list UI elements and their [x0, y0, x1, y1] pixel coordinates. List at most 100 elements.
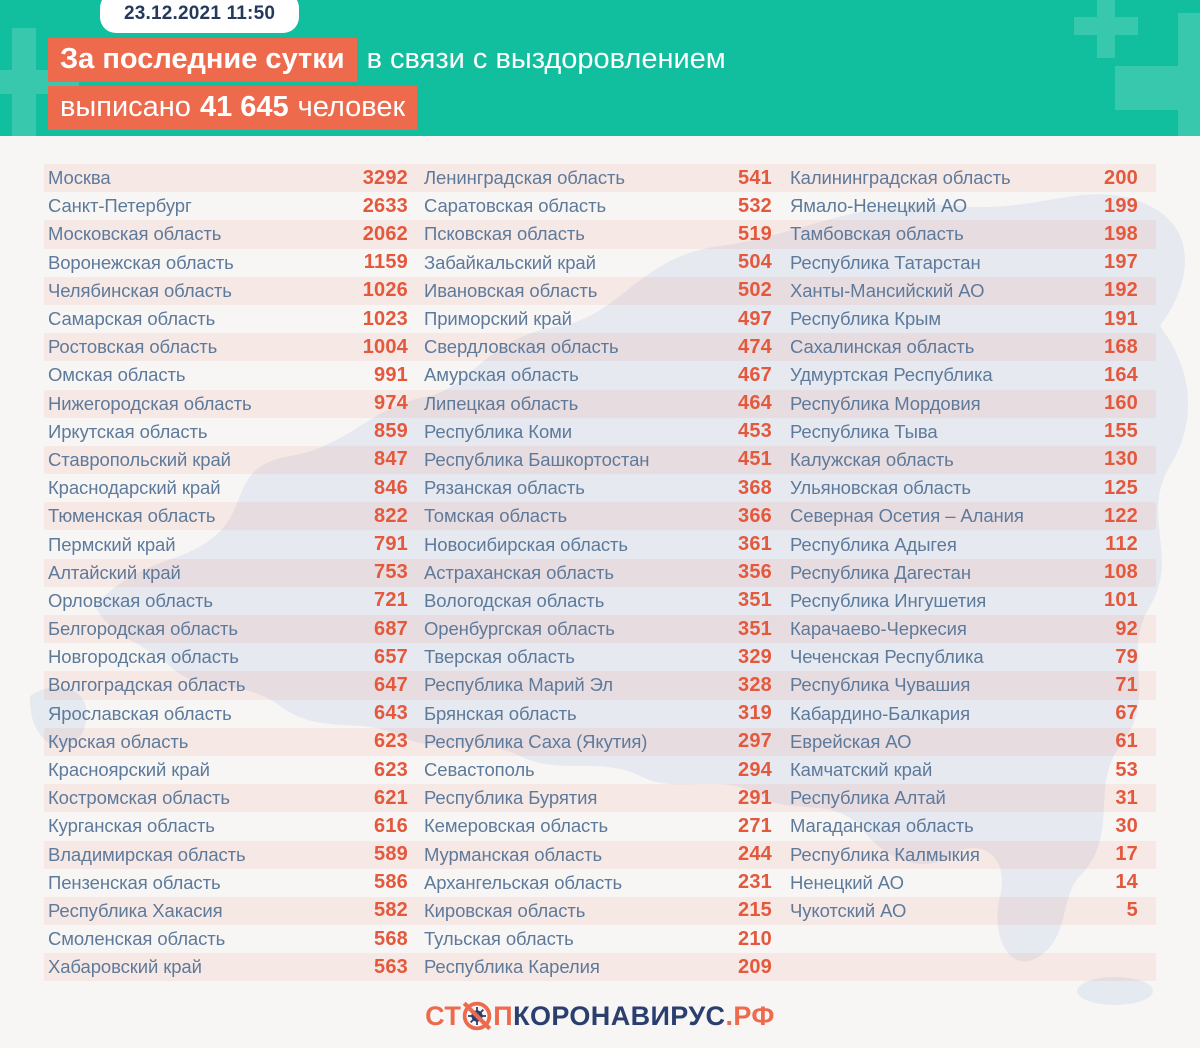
region-value: 532	[738, 194, 772, 217]
region-row: Ненецкий АО 14	[790, 869, 1138, 897]
region-name: Республика Дагестан	[790, 561, 971, 583]
region-name: Республика Саха (Якутия)	[424, 730, 648, 752]
region-row: Республика Адыгея 112	[790, 530, 1138, 558]
region-row: Республика Дагестан 108	[790, 559, 1138, 587]
region-row: Чукотский АО 5	[790, 897, 1138, 925]
region-row: Белгородская область 687	[48, 615, 408, 643]
region-value: 541	[738, 166, 772, 189]
region-row: Республика Крым 191	[790, 305, 1138, 333]
region-value: 1004	[362, 335, 408, 358]
region-list-column-2: Ленинградская область 541 Саратовская обла…	[424, 164, 772, 981]
region-row: Камчатский край 53	[790, 756, 1138, 784]
region-name: Тульская область	[424, 928, 574, 950]
region-row: Смоленская область 568	[48, 925, 408, 953]
region-name: Калужская область	[790, 448, 954, 470]
region-row: Республика Алтай 31	[790, 784, 1138, 812]
region-value: 621	[374, 786, 408, 809]
region-row: Сахалинская область 168	[790, 333, 1138, 361]
region-name: Пермский край	[48, 533, 176, 555]
region-name: Тверская область	[424, 646, 575, 668]
region-value: 361	[738, 533, 772, 556]
region-row: Владимирская область 589	[48, 841, 408, 869]
logo-text-rf: .РФ	[725, 1000, 775, 1031]
region-row: Амурская область 467	[424, 361, 772, 389]
region-value: 563	[374, 955, 408, 978]
region-row: Карачаево-Черкесия 92	[790, 615, 1138, 643]
region-value: 329	[738, 645, 772, 668]
region-name: Республика Адыгея	[790, 533, 957, 555]
region-name: Орловская область	[48, 589, 213, 611]
region-value: 2062	[362, 222, 408, 245]
region-value: 53	[1115, 758, 1138, 781]
region-value: 721	[374, 589, 408, 612]
row-stripe	[44, 502, 1156, 531]
region-row: Республика Мордовия 160	[790, 390, 1138, 418]
row-stripe	[44, 953, 1156, 982]
no-virus-icon	[463, 1001, 492, 1031]
headline-rest-text: в связи с выздоровлением	[366, 43, 726, 75]
row-stripe	[44, 671, 1156, 700]
region-value: 168	[1104, 335, 1138, 358]
region-name: Еврейская АО	[790, 730, 912, 752]
footer: СТ П КОРОНАВИРУС .РФ	[0, 994, 1200, 1038]
region-row: Магаданская область 30	[790, 812, 1138, 840]
region-name: Республика Мордовия	[790, 392, 981, 414]
region-value: 504	[738, 251, 772, 274]
region-row: Ленинградская область 541	[424, 164, 772, 192]
region-name: Оренбургская область	[424, 618, 615, 640]
region-name: Приморский край	[424, 308, 572, 330]
region-value: 586	[374, 871, 408, 894]
row-stripe	[44, 896, 1156, 926]
region-name: Республика Бурятия	[424, 787, 598, 809]
region-row: Хабаровский край 563	[48, 953, 408, 981]
region-name: Омская область	[48, 364, 186, 386]
region-name: Новосибирская область	[424, 533, 628, 555]
region-name: Магаданская область	[790, 815, 974, 837]
header-band: 23.12.2021 11:50 За последние сутки в свя…	[0, 0, 1200, 136]
region-value: 130	[1104, 448, 1138, 471]
region-value: 616	[374, 814, 408, 837]
row-stripe	[44, 333, 1156, 362]
row-stripe	[44, 840, 1156, 869]
region-value: 209	[738, 955, 772, 978]
region-name: Челябинская область	[48, 279, 232, 301]
region-name: Вологодская область	[424, 589, 605, 611]
region-row: Архангельская область 231	[424, 869, 772, 897]
region-name: Ненецкий АО	[790, 871, 904, 893]
region-value: 451	[738, 448, 772, 471]
region-row: Курская область 623	[48, 728, 408, 756]
region-name: Северная Осетия – Алания	[790, 505, 1024, 527]
region-row: Псковская область 519	[424, 220, 772, 248]
region-value: 319	[738, 702, 772, 725]
region-value: 155	[1104, 420, 1138, 443]
region-row: Тульская область 210	[424, 925, 772, 953]
region-name: Тюменская область	[48, 505, 216, 527]
region-name: Краснодарский край	[48, 477, 221, 499]
region-name: Амурская область	[424, 364, 579, 386]
region-name: Республика Чувашия	[790, 674, 971, 696]
region-row: Краснодарский край 846	[48, 474, 408, 502]
region-row: Новосибирская область 361	[424, 530, 772, 558]
stopcoronavirus-logo: СТ П КОРОНАВИРУС .РФ	[425, 1001, 775, 1032]
row-stripe	[44, 558, 1156, 587]
region-row: Костромская область 621	[48, 784, 408, 812]
region-row: Чеченская Республика 79	[790, 643, 1138, 671]
region-value: 643	[374, 702, 408, 725]
region-value: 271	[738, 814, 772, 837]
region-value: 79	[1115, 645, 1138, 668]
region-name: Республика Коми	[424, 420, 572, 442]
region-value: 847	[374, 448, 408, 471]
region-name: Смоленская область	[48, 928, 226, 950]
region-row: Нижегородская область 974	[48, 390, 408, 418]
region-row: Калужская область 130	[790, 446, 1138, 474]
region-value: 568	[374, 927, 408, 950]
region-row: Пензенская область 586	[48, 869, 408, 897]
region-row: Ульяновская область 125	[790, 474, 1138, 502]
region-value: 519	[738, 222, 772, 245]
region-row: Москва 3292	[48, 164, 408, 192]
region-row: Томская область 366	[424, 502, 772, 530]
region-row: Республика Коми 453	[424, 418, 772, 446]
region-name: Курская область	[48, 730, 189, 752]
logo-text-st: СТ	[425, 1000, 462, 1031]
